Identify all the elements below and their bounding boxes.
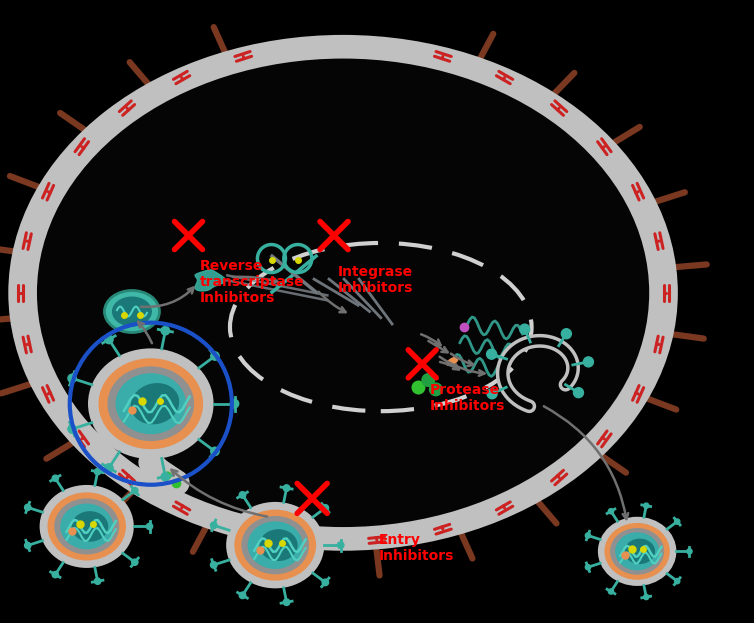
- Circle shape: [675, 579, 680, 584]
- Circle shape: [239, 592, 246, 599]
- Circle shape: [25, 504, 31, 511]
- Ellipse shape: [99, 358, 203, 449]
- Circle shape: [68, 374, 76, 383]
- Circle shape: [230, 399, 239, 408]
- Circle shape: [421, 373, 435, 387]
- Text: Integrase
Inhibitors: Integrase Inhibitors: [338, 265, 413, 295]
- Ellipse shape: [54, 498, 119, 554]
- Circle shape: [239, 492, 246, 498]
- Ellipse shape: [60, 503, 113, 549]
- Ellipse shape: [615, 532, 659, 571]
- Polygon shape: [195, 270, 225, 291]
- Text: Entry
Inhibitors: Entry Inhibitors: [379, 533, 454, 563]
- Circle shape: [132, 559, 138, 565]
- Circle shape: [211, 447, 219, 455]
- Circle shape: [644, 594, 649, 599]
- Circle shape: [210, 522, 217, 528]
- Circle shape: [644, 503, 649, 508]
- Circle shape: [585, 564, 590, 570]
- Circle shape: [429, 383, 443, 396]
- Circle shape: [608, 508, 614, 514]
- Ellipse shape: [610, 528, 664, 574]
- Circle shape: [161, 473, 170, 481]
- Circle shape: [94, 578, 101, 584]
- Ellipse shape: [112, 297, 152, 326]
- Circle shape: [675, 519, 680, 524]
- Circle shape: [94, 468, 101, 475]
- Text: Protease
Inhibitors: Protease Inhibitors: [430, 383, 505, 413]
- Circle shape: [337, 542, 344, 548]
- Circle shape: [520, 324, 529, 334]
- Ellipse shape: [598, 517, 676, 586]
- Ellipse shape: [115, 373, 186, 434]
- Circle shape: [105, 464, 113, 472]
- Ellipse shape: [605, 523, 670, 580]
- Ellipse shape: [48, 492, 126, 561]
- Circle shape: [322, 579, 329, 586]
- Circle shape: [687, 549, 692, 554]
- Circle shape: [25, 542, 31, 549]
- Circle shape: [211, 352, 219, 360]
- Ellipse shape: [130, 383, 179, 424]
- Ellipse shape: [8, 35, 678, 551]
- Ellipse shape: [37, 59, 649, 527]
- Circle shape: [52, 571, 59, 578]
- Circle shape: [284, 485, 290, 492]
- Circle shape: [487, 389, 497, 399]
- Circle shape: [284, 599, 290, 606]
- Circle shape: [574, 388, 584, 397]
- Circle shape: [608, 589, 614, 594]
- Ellipse shape: [105, 290, 159, 333]
- Ellipse shape: [88, 348, 213, 459]
- Circle shape: [210, 562, 217, 568]
- Ellipse shape: [241, 516, 309, 574]
- Ellipse shape: [226, 502, 324, 588]
- Circle shape: [146, 523, 152, 530]
- Circle shape: [322, 505, 329, 511]
- Ellipse shape: [259, 530, 298, 561]
- Text: Reverse
transcriptase
Inhibitors: Reverse transcriptase Inhibitors: [200, 259, 305, 305]
- Circle shape: [52, 475, 59, 482]
- Ellipse shape: [624, 539, 655, 564]
- Circle shape: [105, 335, 113, 344]
- Ellipse shape: [247, 521, 303, 569]
- Ellipse shape: [40, 485, 133, 568]
- Circle shape: [584, 357, 593, 367]
- Ellipse shape: [446, 357, 458, 366]
- Ellipse shape: [107, 366, 195, 441]
- Circle shape: [412, 381, 425, 394]
- Circle shape: [161, 326, 170, 335]
- Ellipse shape: [72, 511, 109, 541]
- Circle shape: [68, 425, 76, 433]
- Circle shape: [562, 329, 572, 339]
- Circle shape: [132, 488, 138, 494]
- Circle shape: [585, 533, 590, 538]
- Ellipse shape: [234, 510, 316, 581]
- Circle shape: [486, 349, 497, 359]
